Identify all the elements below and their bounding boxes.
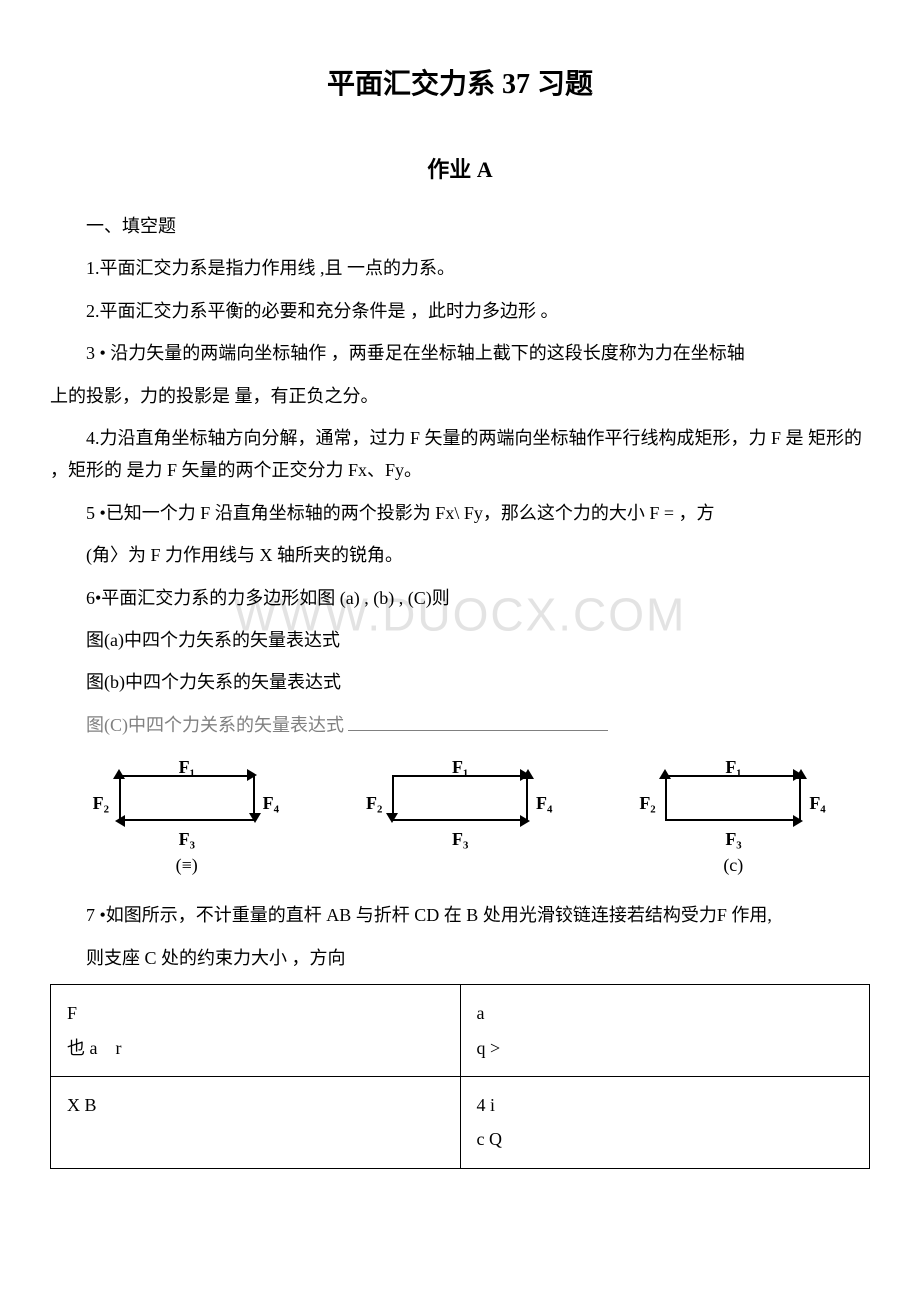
force-label-f1: F₁ (452, 751, 468, 783)
arrowhead-icon (520, 815, 530, 827)
force-label-f2: F₂ (639, 787, 655, 819)
figure-c-diagram: F₁ F₂ F₃ F₄ (633, 753, 833, 843)
question-6-line4-gray: 图(C)中四个力关系的矢量表达式 (50, 709, 870, 741)
arrowhead-icon (249, 813, 261, 823)
question-6-line1: 6•平面汇交力系的力多边形如图 (a) , (b) , (C)则 (50, 582, 870, 614)
cell-text: a (477, 997, 854, 1029)
question-3-line1: 3 • 沿力矢量的两端向坐标轴作 ，两垂足在坐标轴上截下的这段长度称为力在坐标轴 (50, 337, 870, 369)
figure-b-diagram: F₁ F₂ F₃ F₄ (360, 753, 560, 843)
question-1: 1.平面汇交力系是指力作用线 ,且 一点的力系。 (50, 252, 870, 284)
question-3-line2: 上的投影，力的投影是 量，有正负之分。 (50, 380, 870, 412)
force-label-f2: F₂ (93, 787, 109, 819)
question-6-line4-text: 图(C)中四个力关系的矢量表达式 (86, 715, 344, 735)
question-7-line1: 7 •如图所示，不计重量的直杆 AB 与折杆 CD 在 B 处用光滑铰链连接若结… (50, 899, 870, 931)
table-cell-r1c1: F 也 a r (51, 985, 461, 1077)
force-label-f3: F₃ (452, 823, 468, 855)
arrowhead-icon (113, 769, 125, 779)
question-4: 4.力沿直角坐标轴方向分解，通常，过力 F 矢量的两端向坐标轴作平行线构成矩形，… (50, 422, 870, 487)
force-label-f1: F₁ (179, 751, 195, 783)
table-row: X B 4 i c Q (51, 1077, 870, 1169)
figure-c: F₁ F₂ F₃ F₄ (c) (633, 753, 833, 881)
question-6-line3: 图(b)中四个力矢系的矢量表达式 (50, 666, 870, 698)
table-row: F 也 a r a q > (51, 985, 870, 1077)
arrowhead-icon (386, 813, 398, 823)
arrowhead-icon (115, 815, 125, 827)
arrowhead-icon (247, 769, 257, 781)
arrowhead-icon (793, 815, 803, 827)
cell-text: c Q (477, 1123, 854, 1155)
figure-row: F₁ F₂ F₃ F₄ (≡) F₁ F₂ F₃ F₄ F₁ (50, 753, 870, 881)
force-label-f1: F₁ (725, 751, 741, 783)
figure-a: F₁ F₂ F₃ F₄ (≡) (87, 753, 287, 881)
document-subtitle: 作业 A (50, 150, 870, 190)
arrowhead-icon (522, 769, 534, 779)
question-6-line2: 图(a)中四个力矢系的矢量表达式 (50, 624, 870, 656)
force-label-f3: F₃ (725, 823, 741, 855)
question-2: 2.平面汇交力系平衡的必要和充分条件是 ，此时力多边形 。 (50, 295, 870, 327)
document-title: 平面汇交力系 37 习题 (50, 60, 870, 110)
force-label-f2: F₂ (366, 787, 382, 819)
cell-text: 4 i (477, 1089, 854, 1121)
table-cell-r2c1: X B (51, 1077, 461, 1169)
table-cell-r2c2: 4 i c Q (460, 1077, 870, 1169)
cell-text: F (67, 997, 444, 1029)
force-label-f4: F₄ (809, 787, 825, 819)
cell-text: X B (67, 1089, 444, 1121)
question-5-line2: (角〉为 F 力作用线与 X 轴所夹的锐角。 (50, 539, 870, 571)
blank-underline (348, 712, 608, 731)
question-5-line1: 5 •已知一个力 F 沿直角坐标轴的两个投影为 Fx\ Fy，那么这个力的大小 … (50, 497, 870, 529)
bottom-table: F 也 a r a q > X B 4 i c Q (50, 984, 870, 1169)
section-heading: 一、填空题 (50, 210, 870, 242)
table-cell-r1c2: a q > (460, 985, 870, 1077)
arrowhead-icon (659, 769, 671, 779)
question-7-line2: 则支座 C 处的约束力大小 ，方向 (50, 942, 870, 974)
cell-text: 也 a r (67, 1032, 444, 1064)
force-label-f4: F₄ (263, 787, 279, 819)
watermarked-region: WWW.DUOCX.COM 6•平面汇交力系的力多边形如图 (a) , (b) … (50, 582, 870, 657)
cell-text: q > (477, 1032, 854, 1064)
arrowhead-icon (795, 769, 807, 779)
figure-a-diagram: F₁ F₂ F₃ F₄ (87, 753, 287, 843)
force-label-f3: F₃ (179, 823, 195, 855)
figure-b: F₁ F₂ F₃ F₄ (360, 753, 560, 849)
force-label-f4: F₄ (536, 787, 552, 819)
